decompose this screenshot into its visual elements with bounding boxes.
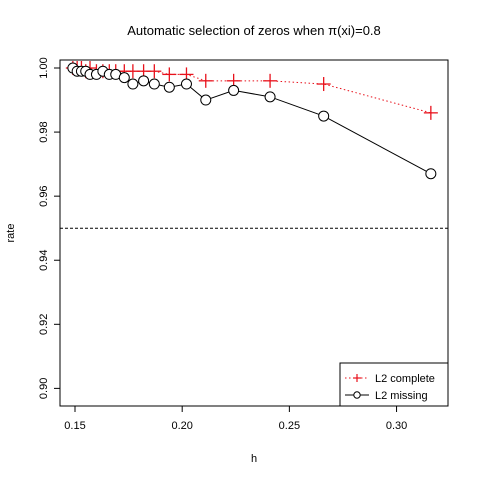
data-point-l2-complete bbox=[316, 77, 331, 92]
legend: L2 complete L2 missing bbox=[339, 362, 449, 407]
plot-frame bbox=[59, 59, 449, 407]
data-point-l2-missing bbox=[264, 91, 276, 103]
chart-title: Automatic selection of zeros when π(xi)=… bbox=[127, 23, 381, 38]
data-point-l2-missing bbox=[163, 81, 175, 93]
y-tick-label: 0.90 bbox=[38, 378, 50, 399]
y-axis: 0.90 0.92 0.94 0.96 0.98 1.00 bbox=[38, 57, 60, 399]
y-tick-label: 0.96 bbox=[38, 185, 50, 206]
y-tick-label: 1.00 bbox=[38, 57, 50, 78]
data-point-l2-complete bbox=[423, 105, 438, 120]
y-tick-label: 0.98 bbox=[38, 121, 50, 142]
data-point-l2-missing bbox=[148, 78, 160, 90]
data-point-l2-missing bbox=[180, 78, 192, 90]
y-tick-label: 0.92 bbox=[38, 314, 50, 335]
x-tick-label: 0.25 bbox=[279, 420, 300, 432]
data-point-l2-missing bbox=[425, 168, 437, 180]
data-point-l2-missing bbox=[318, 110, 330, 122]
x-axis-label: h bbox=[251, 453, 257, 465]
data-point-l2-missing bbox=[200, 94, 212, 106]
series-layer bbox=[65, 61, 438, 180]
legend-label-l2-missing: L2 missing bbox=[375, 390, 428, 402]
legend-marker-l2-missing bbox=[353, 391, 361, 399]
y-tick-label: 0.94 bbox=[38, 250, 50, 271]
y-axis-label: rate bbox=[5, 224, 17, 243]
legend-label-l2-complete: L2 complete bbox=[375, 373, 435, 385]
x-axis: 0.15 0.20 0.25 0.30 bbox=[64, 406, 407, 432]
data-point-l2-missing bbox=[228, 84, 240, 96]
data-point-l2-complete bbox=[162, 67, 177, 82]
x-tick-label: 0.30 bbox=[386, 420, 407, 432]
data-point-l2-missing bbox=[127, 78, 139, 90]
data-point-l2-complete bbox=[263, 73, 278, 88]
series-l2-missing bbox=[67, 62, 437, 180]
data-point-l2-missing bbox=[138, 75, 150, 87]
x-tick-label: 0.20 bbox=[171, 420, 192, 432]
data-point-l2-complete bbox=[198, 73, 213, 88]
x-tick-label: 0.15 bbox=[64, 420, 85, 432]
data-point-l2-complete bbox=[147, 64, 162, 79]
legend-box bbox=[339, 362, 449, 407]
data-point-l2-missing bbox=[118, 72, 130, 84]
